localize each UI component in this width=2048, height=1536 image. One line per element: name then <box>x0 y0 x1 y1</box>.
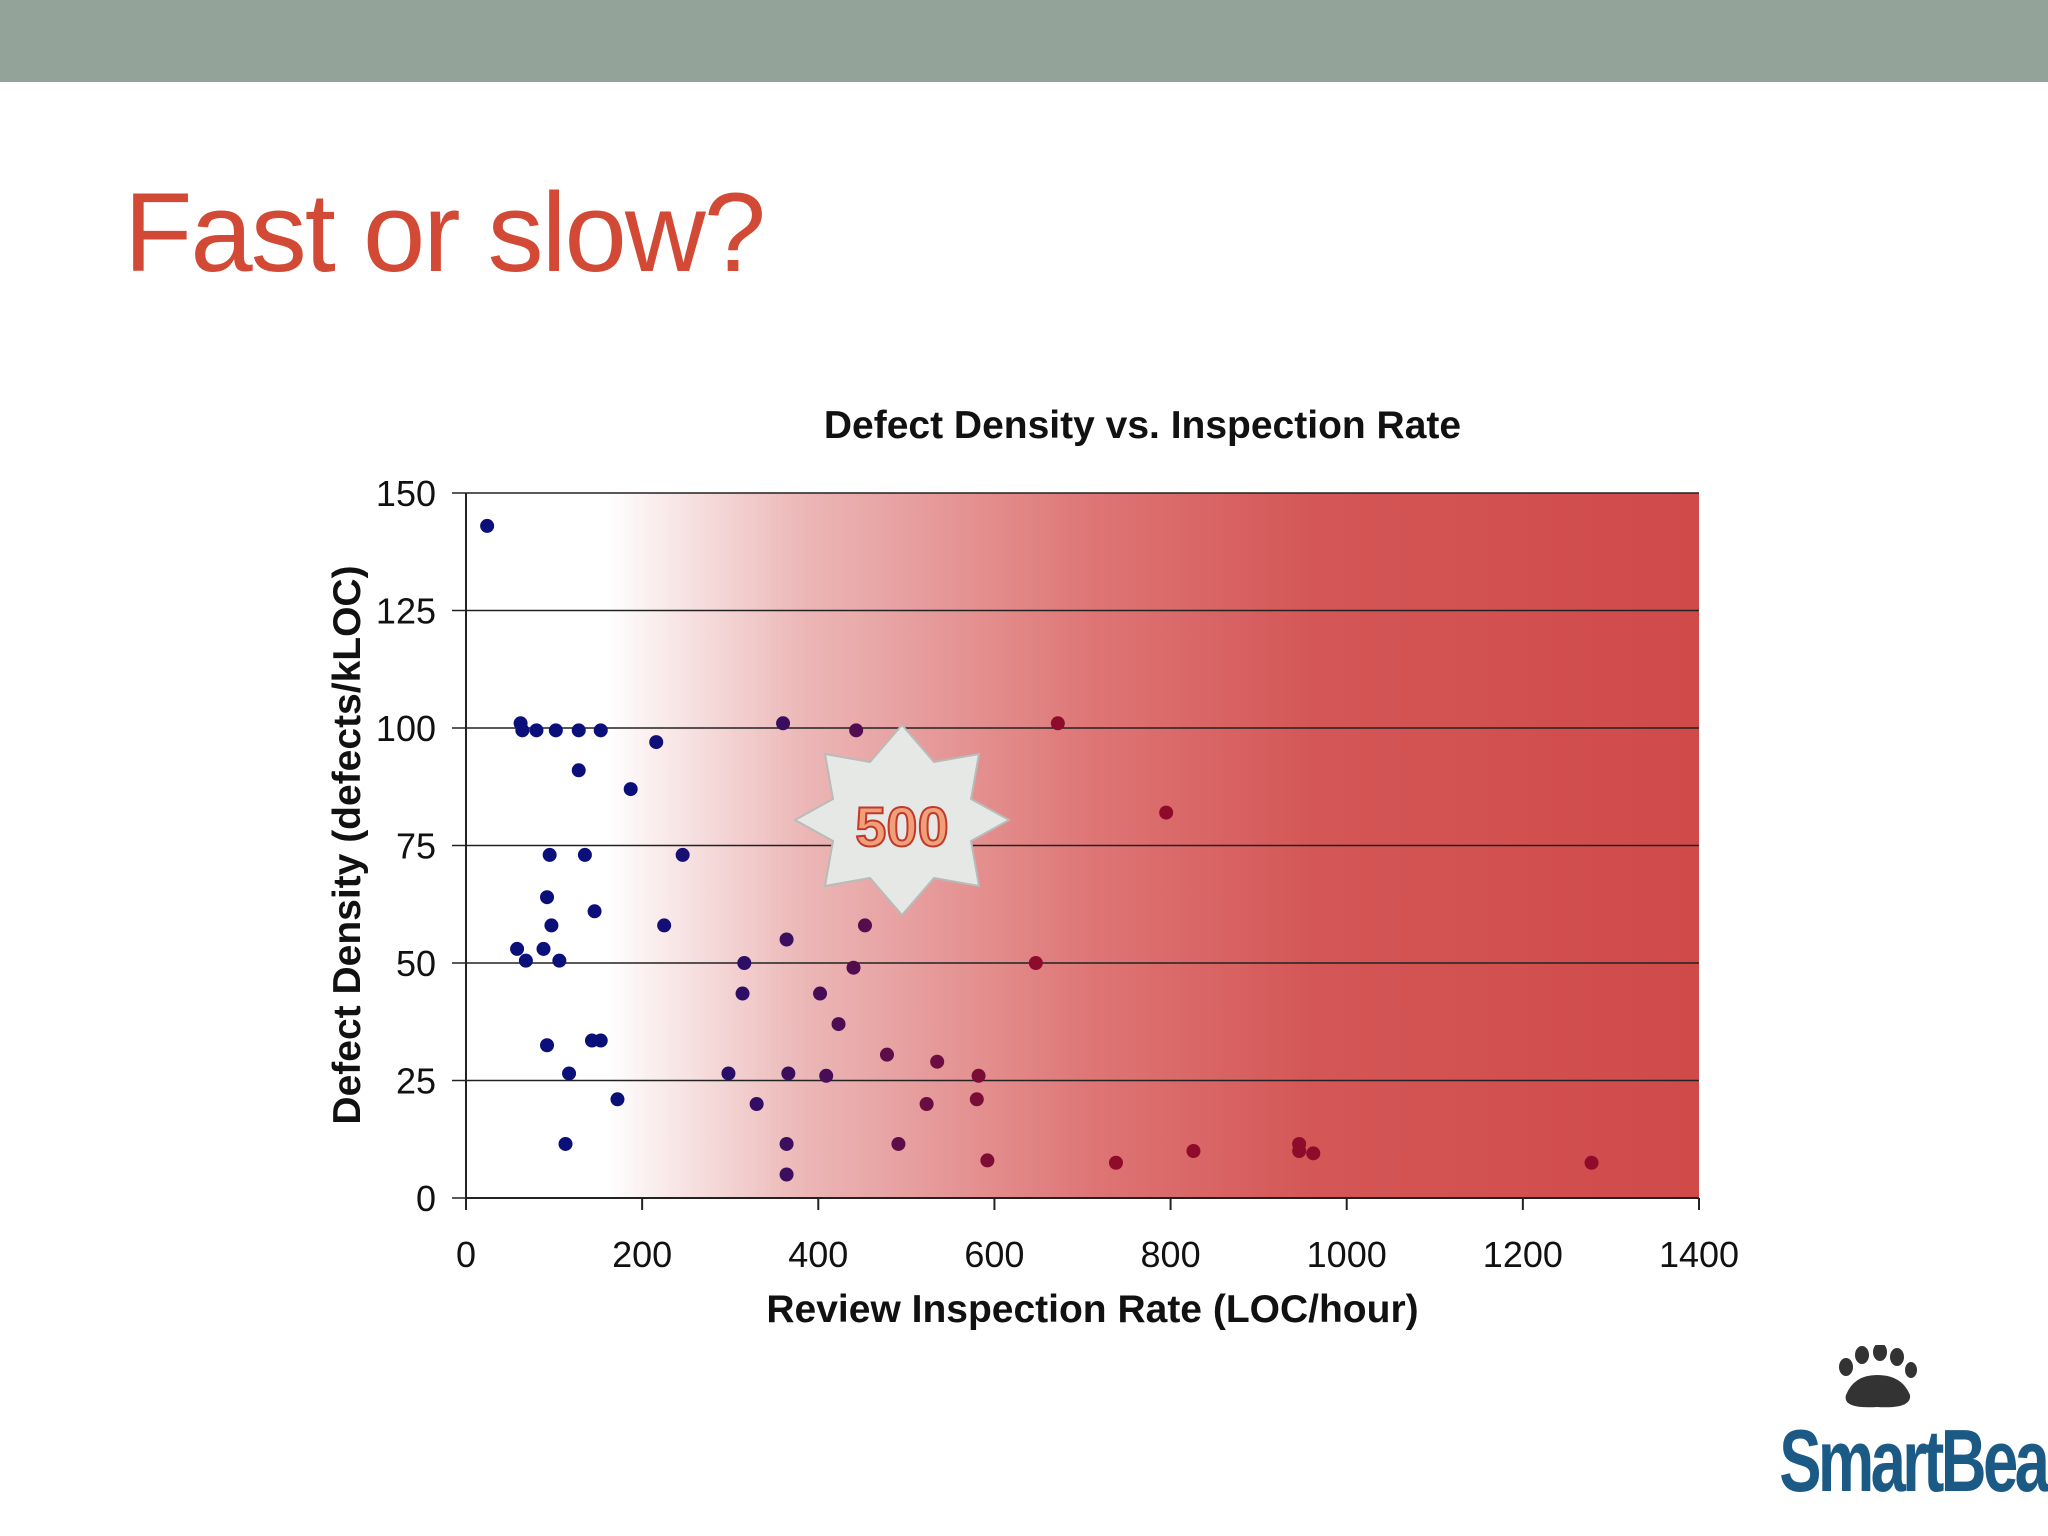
data-point <box>518 953 533 968</box>
data-point <box>1306 1146 1321 1161</box>
data-point <box>562 1066 577 1081</box>
data-point <box>930 1054 945 1069</box>
data-point <box>879 1047 894 1062</box>
data-point <box>544 918 559 933</box>
data-point <box>548 723 563 738</box>
data-point <box>857 918 872 933</box>
data-point <box>515 723 530 738</box>
y-axis-label: Defect Density (defects/kLOC) <box>326 565 369 1124</box>
data-point <box>593 723 608 738</box>
data-point <box>919 1097 934 1111</box>
data-point <box>480 518 495 533</box>
x-axis-label: Review Inspection Rate (LOC/hour) <box>766 1288 1418 1331</box>
data-point <box>980 1153 995 1168</box>
data-point <box>971 1068 986 1083</box>
slide-title: Fast or slow? <box>124 170 766 295</box>
data-point <box>571 763 586 778</box>
chart-title: Defect Density vs. Inspection Rate <box>824 404 1461 447</box>
data-point <box>969 1092 984 1107</box>
data-point <box>529 723 544 738</box>
data-point <box>593 1033 608 1048</box>
data-point <box>813 986 828 1001</box>
smartbear-logo: SmartBear <box>1740 1345 2048 1510</box>
data-point <box>1050 716 1065 731</box>
data-point <box>1159 805 1174 820</box>
callout-star-shape <box>792 723 1012 917</box>
x-tick-label: 0 <box>456 1234 476 1275</box>
rate-callout-500: 500 <box>792 723 1012 917</box>
data-point <box>819 1068 834 1083</box>
data-point <box>779 1167 794 1182</box>
data-point <box>540 1038 555 1053</box>
data-point <box>649 735 664 750</box>
data-point <box>571 723 586 738</box>
data-point <box>1292 1144 1307 1158</box>
y-tick-label: 150 <box>376 473 436 514</box>
logo-text: SmartBear <box>1779 1411 2048 1510</box>
callout-label: 500 <box>855 795 948 858</box>
data-point <box>536 941 551 956</box>
y-tick-label: 25 <box>396 1061 436 1102</box>
data-point <box>1584 1155 1599 1170</box>
x-tick-label: 1200 <box>1483 1234 1563 1275</box>
data-point <box>1028 956 1043 970</box>
data-point <box>891 1136 906 1151</box>
data-point <box>587 904 602 919</box>
data-point <box>657 918 672 933</box>
data-point <box>846 960 861 975</box>
top-bar <box>0 0 2048 82</box>
x-tick-label: 1400 <box>1659 1234 1739 1275</box>
y-tick-label: 50 <box>396 943 436 984</box>
data-point <box>776 716 791 731</box>
data-point <box>779 932 794 947</box>
data-point <box>558 1136 573 1151</box>
x-tick-label: 1000 <box>1307 1234 1387 1275</box>
x-tick-label: 400 <box>788 1234 848 1275</box>
data-point <box>1108 1155 1123 1170</box>
data-point <box>610 1092 625 1107</box>
data-point <box>1186 1144 1201 1158</box>
paw-icon <box>1839 1345 1917 1408</box>
data-point <box>542 847 557 862</box>
data-point <box>737 956 752 970</box>
x-tick-label: 600 <box>964 1234 1024 1275</box>
data-point <box>540 890 555 905</box>
data-point <box>623 782 638 797</box>
data-point <box>781 1066 796 1081</box>
data-point <box>779 1136 794 1151</box>
data-point <box>577 847 592 862</box>
data-point <box>849 723 864 738</box>
data-point <box>675 847 690 862</box>
data-point <box>831 1017 846 1032</box>
x-tick-label: 200 <box>612 1234 672 1275</box>
data-point <box>749 1097 764 1111</box>
y-tick-label: 125 <box>376 591 436 632</box>
y-tick-label: 100 <box>376 708 436 749</box>
data-point <box>552 953 567 968</box>
data-point <box>721 1066 736 1081</box>
y-tick-label: 75 <box>396 826 436 867</box>
y-tick-label: 0 <box>416 1178 436 1219</box>
data-point <box>735 986 750 1001</box>
data-point <box>510 941 525 956</box>
x-tick-label: 800 <box>1141 1234 1201 1275</box>
